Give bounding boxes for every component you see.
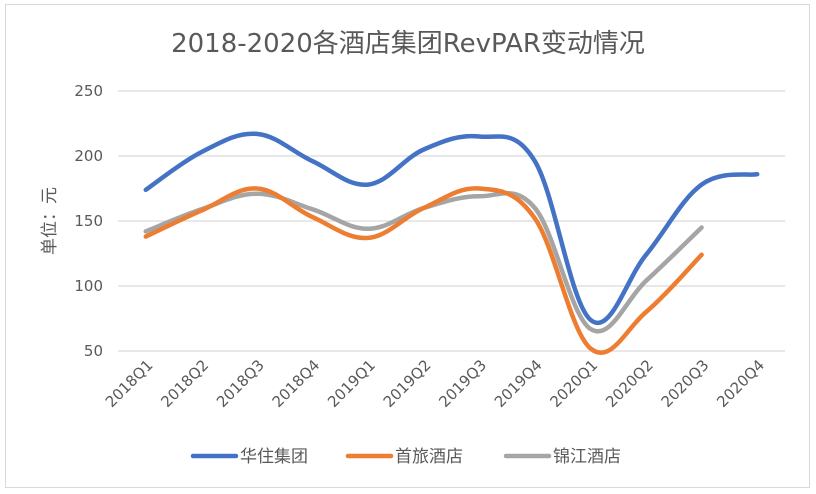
y-tick-label: 150 (74, 212, 103, 230)
y-tick-label: 50 (84, 342, 103, 360)
gridlines (118, 90, 785, 352)
x-tick-label: 2019Q3 (435, 356, 490, 411)
series-lines (143, 131, 760, 355)
x-tick-label: 2020Q2 (602, 356, 657, 411)
x-tick-label: 2018Q4 (269, 356, 324, 411)
legend-label: 锦江酒店 (553, 447, 621, 467)
x-tick-label: 2020Q3 (658, 356, 713, 411)
series-line-2 (143, 191, 704, 334)
x-axis-ticks: 2018Q1 2018Q2 2018Q3 2018Q4 2019Q1 2019Q2 2019… (102, 356, 768, 411)
chart-frame (5, 4, 810, 488)
legend-label: 华住集团 (240, 447, 308, 467)
x-tick-label: 2018Q2 (157, 356, 212, 411)
y-tick-label: 250 (74, 82, 103, 100)
x-tick-label: 2018Q3 (213, 356, 268, 411)
x-tick-label: 2018Q1 (102, 356, 157, 411)
x-tick-label: 2019Q1 (324, 356, 379, 411)
chart-title: 2018-2020各酒店集团RevPAR变动情况 (171, 29, 645, 59)
y-axis-label: 单位：元 (40, 187, 60, 255)
legend: 华住集团 首旅酒店 锦江酒店 (190, 447, 621, 467)
y-axis-ticks: 250 200 150 100 50 (74, 82, 103, 360)
legend-item: 华住集团 (190, 447, 308, 467)
legend-label: 首旅酒店 (395, 447, 463, 467)
x-tick-label: 2019Q4 (491, 356, 546, 411)
legend-item: 首旅酒店 (345, 447, 463, 467)
series-line-0 (143, 131, 760, 325)
x-tick-label: 2019Q2 (380, 356, 435, 411)
x-tick-label: 2020Q4 (713, 356, 768, 411)
y-tick-label: 200 (74, 147, 103, 165)
series-line-1 (143, 186, 704, 355)
x-tick-label: 2020Q1 (546, 356, 601, 411)
y-tick-label: 100 (74, 277, 103, 295)
legend-item: 锦江酒店 (503, 447, 621, 467)
